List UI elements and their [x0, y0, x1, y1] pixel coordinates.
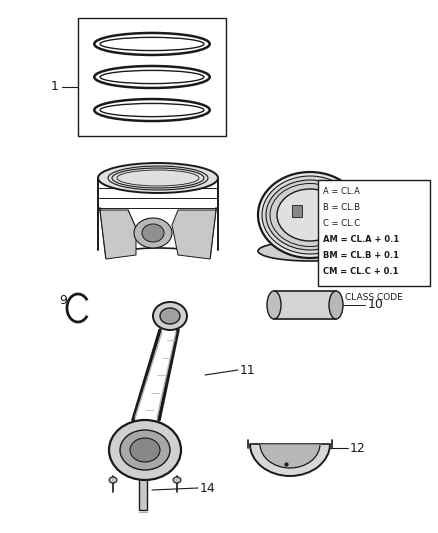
Ellipse shape — [109, 477, 117, 483]
Ellipse shape — [267, 291, 281, 319]
Text: C = CL.C: C = CL.C — [323, 220, 360, 229]
Ellipse shape — [160, 308, 180, 324]
Ellipse shape — [94, 99, 210, 121]
Bar — [274, 291, 336, 319]
Polygon shape — [172, 210, 216, 259]
Ellipse shape — [100, 37, 204, 51]
Text: BM = CL.B + 0.1: BM = CL.B + 0.1 — [323, 252, 399, 261]
Ellipse shape — [134, 218, 172, 248]
Text: 14: 14 — [200, 481, 216, 495]
Text: B = CL.B: B = CL.B — [323, 204, 360, 213]
Text: 12: 12 — [350, 441, 366, 455]
Ellipse shape — [142, 224, 164, 242]
Text: 9: 9 — [59, 294, 67, 306]
Bar — [245, 406, 335, 444]
Ellipse shape — [98, 163, 218, 193]
Text: 10: 10 — [368, 298, 384, 311]
Ellipse shape — [153, 302, 187, 330]
Ellipse shape — [137, 452, 149, 460]
Bar — [137, 450, 149, 462]
Ellipse shape — [173, 477, 181, 483]
Bar — [139, 460, 147, 510]
Text: 11: 11 — [240, 364, 256, 376]
Ellipse shape — [250, 412, 330, 476]
Ellipse shape — [270, 183, 350, 246]
Ellipse shape — [120, 430, 170, 470]
Ellipse shape — [100, 103, 204, 117]
Ellipse shape — [109, 420, 181, 480]
Ellipse shape — [262, 176, 358, 254]
Text: CM = CL.C + 0.1: CM = CL.C + 0.1 — [323, 268, 399, 277]
Ellipse shape — [130, 438, 160, 462]
Bar — [318, 205, 328, 217]
Ellipse shape — [260, 420, 320, 468]
Polygon shape — [100, 210, 136, 259]
Bar — [292, 205, 302, 217]
Text: A = CL.A: A = CL.A — [323, 188, 360, 197]
Ellipse shape — [329, 291, 343, 319]
Ellipse shape — [94, 66, 210, 88]
Bar — [78, 18, 226, 136]
Text: AM = CL.A + 0.1: AM = CL.A + 0.1 — [323, 236, 399, 245]
Bar — [318, 180, 430, 286]
Text: CLASS CODE: CLASS CODE — [345, 294, 403, 303]
Ellipse shape — [266, 180, 354, 250]
Ellipse shape — [258, 241, 362, 261]
Text: 3: 3 — [148, 161, 156, 174]
Ellipse shape — [94, 33, 210, 55]
Text: 1: 1 — [51, 80, 59, 93]
Ellipse shape — [277, 189, 343, 241]
Ellipse shape — [100, 70, 204, 84]
Ellipse shape — [258, 172, 362, 258]
